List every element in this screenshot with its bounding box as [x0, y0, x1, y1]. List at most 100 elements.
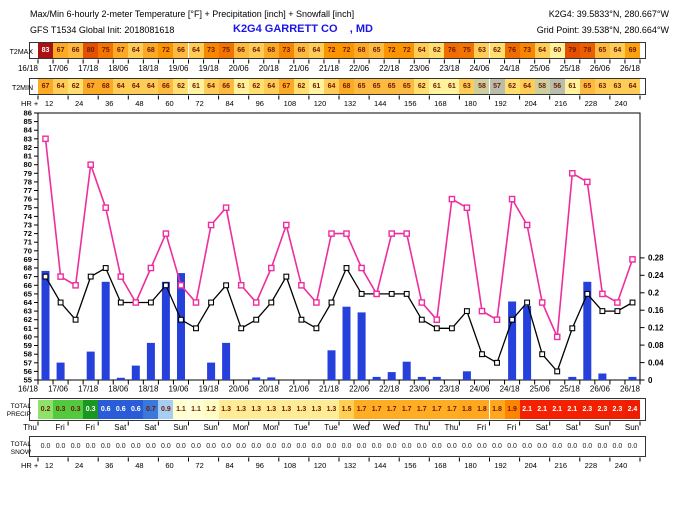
day-label: Fri [507, 423, 517, 432]
t2min-cell: 61 [233, 79, 249, 94]
precip-bar [222, 342, 231, 380]
t2max-cell: 68 [263, 43, 279, 58]
hour-label: 96 [256, 461, 264, 470]
t2min-marker [72, 316, 79, 323]
t2max-cell: 64 [308, 43, 324, 58]
t2min-marker [298, 316, 305, 323]
t2min-cell: 62 [173, 79, 189, 94]
day-label: Wed [383, 423, 399, 432]
total-precip-cell: 1.7 [399, 400, 415, 419]
t2min-marker [358, 290, 365, 297]
t2max-marker [373, 290, 380, 298]
t2min-cell: 68 [98, 79, 114, 94]
t2min-cell: 65 [399, 79, 415, 94]
total-snow-cell: 0.0 [462, 443, 472, 450]
temp-axis-label: 59 [24, 341, 32, 350]
chart-x-label: 17/18 [78, 385, 99, 394]
t2min-marker [569, 325, 576, 332]
total-snow-cell: 0.0 [115, 443, 126, 450]
precip-bar [417, 376, 426, 380]
total-snow-cell: 0.0 [130, 443, 141, 450]
t2max-marker [207, 221, 215, 229]
t2min-marker [629, 299, 636, 306]
total-precip-cell: 1.5 [339, 400, 355, 419]
precip-bar [342, 306, 351, 380]
temp-axis-label: 71 [24, 238, 33, 247]
date-label: 24/18 [500, 64, 521, 73]
date-label: 20/06 [229, 64, 250, 73]
t2max-marker [493, 316, 501, 324]
total-snow-cell: 0.0 [251, 443, 262, 450]
total-snow-cell: 0.0 [447, 443, 457, 450]
temp-axis-label: 69 [24, 255, 32, 264]
t2max-cell: 83 [38, 43, 54, 58]
day-label: Thu [23, 423, 37, 432]
total-precip-cell: 1.8 [459, 400, 475, 419]
day-label: Sat [144, 423, 157, 432]
t2max-marker [252, 299, 260, 306]
t2min-cell: 63 [609, 79, 625, 94]
t2min-line [44, 266, 633, 373]
t2min-cell: 61 [429, 79, 445, 94]
hour-label: 36 [105, 461, 113, 470]
total-precip-cell: 2.1 [549, 400, 565, 419]
temp-axis-label: 83 [24, 134, 32, 143]
chart-x-label: 22/06 [349, 385, 370, 394]
temp-axis-label: 74 [24, 212, 33, 221]
t2max-marker [328, 230, 335, 237]
date-label: 26/06 [590, 64, 611, 73]
hour-label: 24 [75, 461, 83, 470]
t2max-marker [283, 221, 290, 229]
t2max-marker [237, 282, 245, 289]
hour-label: 60 [165, 461, 173, 470]
t2max-cell: 72 [384, 43, 400, 58]
chart-x-label: 19/18 [199, 385, 220, 394]
total-precip-cell: 1.3 [293, 400, 309, 419]
t2min-cell: 64 [203, 79, 219, 94]
date-label: 21/18 [319, 64, 340, 73]
t2min-cell: 62 [293, 79, 309, 94]
t2max-cell: 65 [369, 43, 385, 58]
t2max-marker [584, 178, 591, 186]
chart-x-label: 24/18 [500, 385, 521, 394]
temp-axis-label: 55 [24, 376, 33, 385]
day-label: Wed [353, 423, 369, 432]
precip-bar [207, 362, 216, 380]
precip-axis-label: 0.04 [648, 358, 664, 367]
hour-label: 180 [464, 99, 477, 108]
total-precip-cell: 0.6 [98, 400, 114, 419]
temp-axis-label: 81 [24, 152, 33, 161]
t2max-marker [569, 169, 576, 177]
t2min-cell: 58 [474, 79, 490, 94]
t2max-cell: 73 [278, 43, 294, 58]
total-precip-cell: 1.8 [474, 400, 490, 419]
t2min-marker [479, 351, 485, 358]
t2max-cell: 66 [68, 43, 84, 58]
t2max-cell: 79 [564, 43, 580, 58]
t2min-marker [283, 273, 290, 280]
date-label: 24/06 [469, 64, 490, 73]
temp-axis-label: 61 [24, 324, 33, 333]
t2max-marker [57, 273, 64, 280]
precip-bar [252, 377, 261, 380]
day-label: Fri [55, 423, 65, 432]
total-snow-cell: 0.0 [266, 443, 277, 450]
day-label: Mon [263, 423, 279, 432]
t2max-cell: 67 [53, 43, 69, 58]
chart-x-label: 17/06 [48, 385, 69, 394]
total-snow-cell: 0.0 [176, 443, 186, 450]
day-label: Tue [294, 423, 308, 432]
temp-axis-label: 86 [24, 109, 32, 118]
date-label: 21/06 [289, 64, 310, 73]
t2min-cell: 66 [158, 79, 174, 94]
total-precip-cell: 0.6 [128, 400, 144, 419]
total-snow-cell: 0.0 [431, 443, 442, 450]
chart-x-label: 16/18 [18, 385, 39, 394]
hours-axis-label: HR + [21, 461, 39, 470]
temp-axis-label: 77 [24, 186, 32, 195]
precip-bar [628, 376, 637, 380]
hour-label: 120 [314, 99, 327, 108]
total-precip-cell: 0.3 [83, 400, 99, 419]
t2min-marker [328, 299, 335, 306]
